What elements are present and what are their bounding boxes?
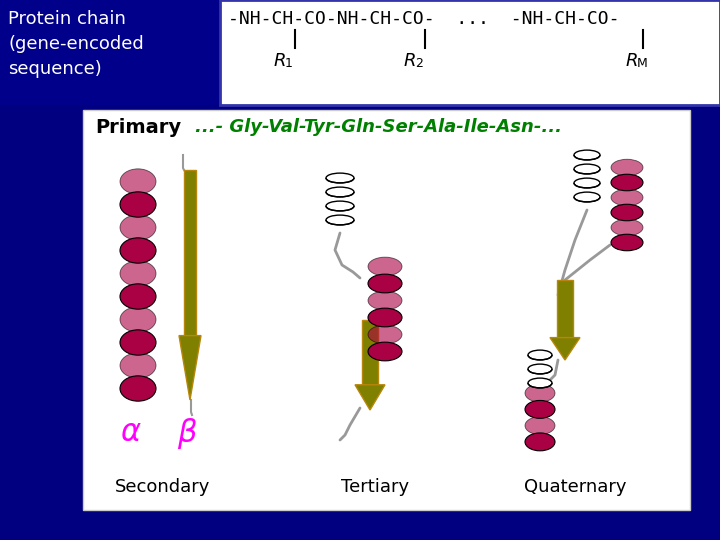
Ellipse shape (120, 376, 156, 401)
Text: 1: 1 (285, 57, 293, 70)
Ellipse shape (326, 187, 354, 197)
Ellipse shape (368, 308, 402, 327)
Text: -NH-CH-CO-NH-CH-CO-  ...  -NH-CH-CO-: -NH-CH-CO-NH-CH-CO- ... -NH-CH-CO- (228, 10, 619, 28)
Ellipse shape (525, 384, 555, 402)
Ellipse shape (120, 353, 156, 378)
Ellipse shape (525, 401, 555, 418)
Ellipse shape (528, 350, 552, 360)
Text: M: M (637, 57, 648, 70)
Ellipse shape (120, 307, 156, 332)
Ellipse shape (368, 274, 402, 293)
Ellipse shape (574, 150, 600, 160)
Ellipse shape (120, 261, 156, 286)
Text: 2: 2 (415, 57, 423, 70)
Ellipse shape (525, 433, 555, 451)
Bar (184, 170, 196, 335)
Bar (361, 320, 378, 385)
Text: α: α (120, 418, 140, 447)
Text: Tertiary: Tertiary (341, 478, 409, 496)
Ellipse shape (368, 291, 402, 310)
Text: Secondary: Secondary (115, 478, 211, 496)
Ellipse shape (326, 215, 354, 225)
Text: Primary: Primary (95, 118, 181, 137)
Polygon shape (550, 338, 580, 360)
Ellipse shape (368, 325, 402, 344)
Bar (83, 110, 690, 510)
Text: Protein chain
(gene-encoded
sequence): Protein chain (gene-encoded sequence) (8, 10, 144, 78)
Ellipse shape (120, 284, 156, 309)
Ellipse shape (574, 164, 600, 174)
Ellipse shape (611, 159, 643, 176)
Ellipse shape (528, 378, 552, 388)
Text: ...- Gly-Val-Tyr-Gln-Ser-Ala-Ile-Asn-...: ...- Gly-Val-Tyr-Gln-Ser-Ala-Ile-Asn-... (195, 118, 562, 136)
Ellipse shape (120, 192, 156, 217)
Ellipse shape (611, 219, 643, 236)
Ellipse shape (574, 192, 600, 202)
Ellipse shape (611, 234, 643, 251)
Ellipse shape (120, 330, 156, 355)
Ellipse shape (611, 174, 643, 191)
Text: β: β (177, 418, 197, 449)
Text: R: R (274, 52, 287, 70)
Ellipse shape (120, 215, 156, 240)
Ellipse shape (528, 364, 552, 374)
Ellipse shape (368, 342, 402, 361)
Ellipse shape (368, 257, 402, 276)
Bar (0, 0, 220, 105)
Ellipse shape (611, 204, 643, 221)
Text: R: R (404, 52, 416, 70)
Ellipse shape (574, 178, 600, 188)
Ellipse shape (611, 189, 643, 206)
Bar (557, 280, 573, 338)
Ellipse shape (326, 201, 354, 211)
Text: Quaternary: Quaternary (523, 478, 626, 496)
Polygon shape (355, 385, 385, 410)
Bar (220, 0, 720, 105)
Polygon shape (179, 335, 201, 400)
Ellipse shape (120, 238, 156, 263)
Text: R: R (626, 52, 639, 70)
Ellipse shape (525, 417, 555, 435)
Ellipse shape (120, 169, 156, 194)
Ellipse shape (326, 173, 354, 183)
